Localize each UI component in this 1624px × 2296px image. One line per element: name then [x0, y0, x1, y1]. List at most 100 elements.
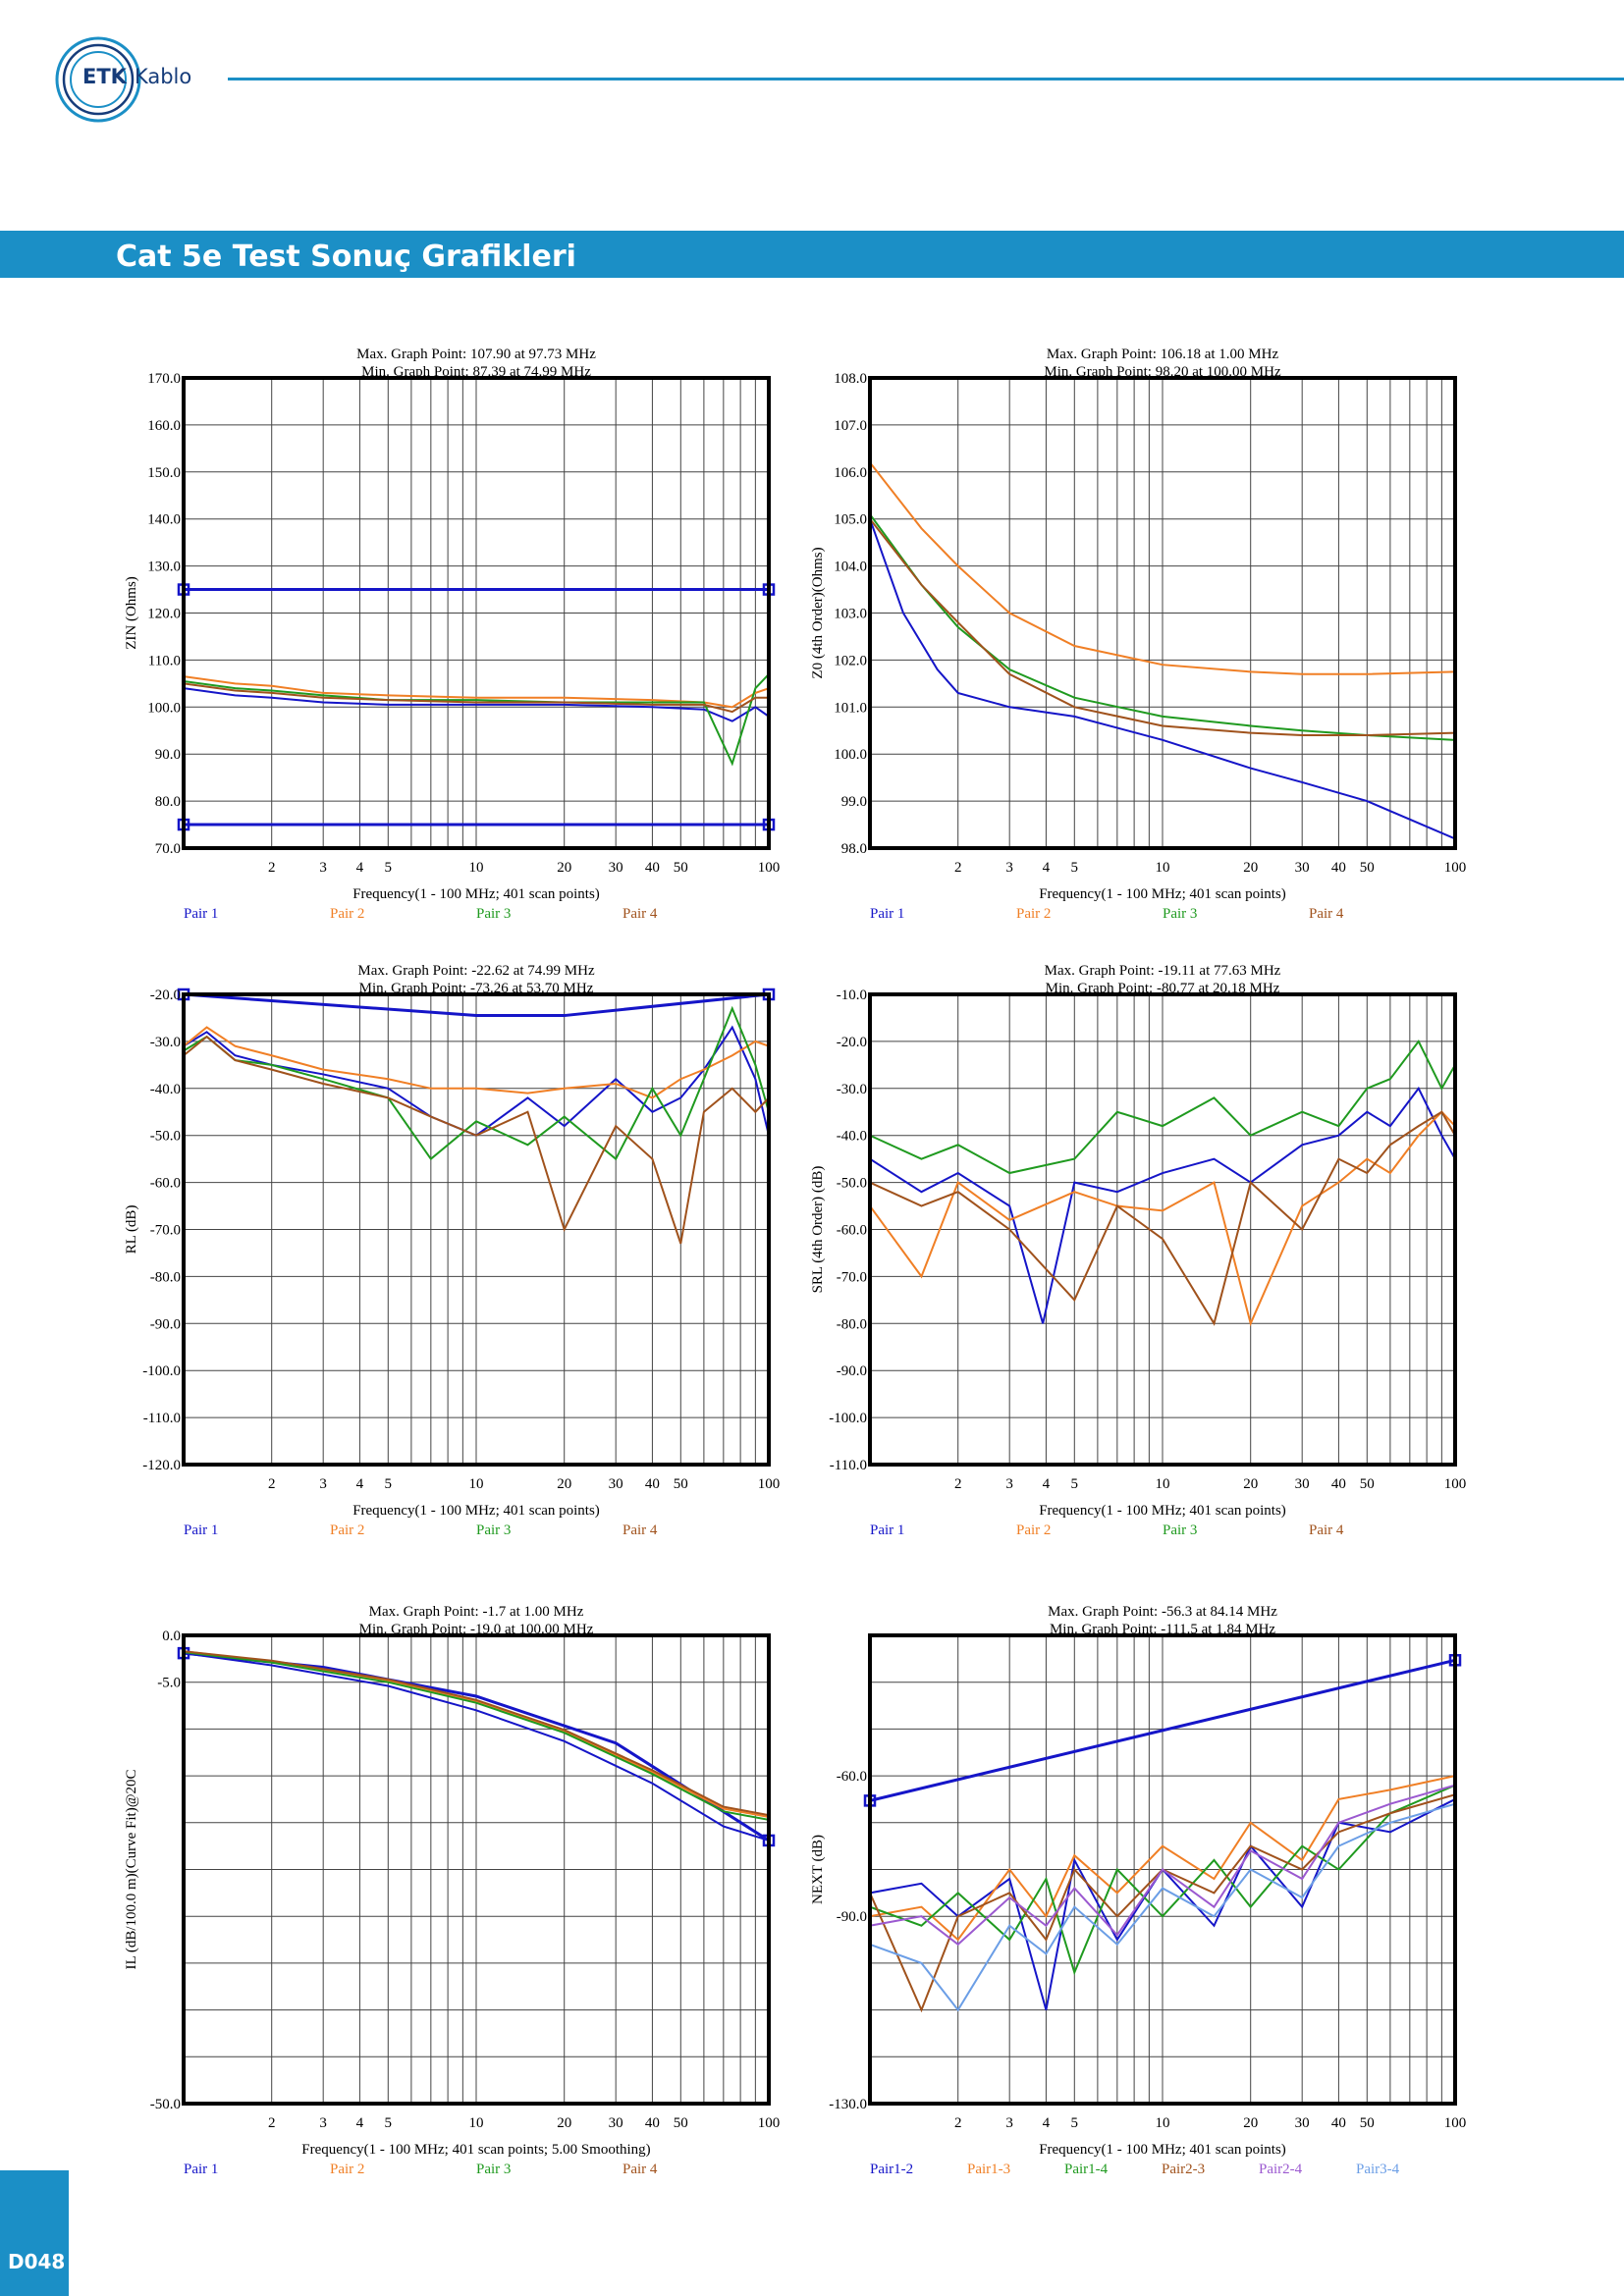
plot-frame: [182, 376, 771, 850]
series-line-pair-2: [184, 1026, 769, 1099]
x-tick-label: 30: [609, 1476, 623, 1492]
y-tick-label: -120.0: [142, 1458, 181, 1473]
chart-title: Max. Graph Point: -22.62 at 74.99 MHz: [357, 963, 595, 979]
x-tick-label: 10: [1156, 860, 1170, 876]
legend-item: Pair 1: [870, 906, 904, 922]
x-tick-label: 3: [1005, 2115, 1013, 2131]
brand-name: Kablo: [134, 65, 192, 88]
x-tick-label: 50: [674, 2115, 688, 2131]
y-axis-label: NEXT (dB): [810, 1835, 826, 1904]
x-tick-label: 20: [557, 1476, 571, 1492]
y-tick-label: 90.0: [155, 747, 181, 763]
x-tick-label: 20: [1243, 2115, 1258, 2131]
y-tick-label: 130.0: [147, 560, 181, 575]
x-tick-label: 5: [385, 1476, 393, 1492]
section-title: Cat 5e Test Sonuç Grafikleri: [116, 240, 576, 274]
chart-subtitle: Min. Graph Point: -73.26 at 53.70 MHz: [359, 981, 594, 996]
x-tick-label: 20: [1243, 860, 1258, 876]
x-tick-label: 10: [1156, 1476, 1170, 1492]
legend-item: Pair 4: [623, 2162, 658, 2177]
x-tick-label: 5: [1071, 2115, 1079, 2131]
chart-title: Max. Graph Point: -19.11 at 77.63 MHz: [1045, 963, 1281, 979]
chart-subtitle: Min. Graph Point: -111.5 at 1.84 MHz: [1050, 1622, 1275, 1637]
plot-frame: [868, 1633, 1457, 2106]
x-tick-label: 30: [1295, 1476, 1310, 1492]
x-axis-label: Frequency(1 - 100 MHz; 401 scan points): [1039, 1503, 1286, 1519]
x-tick-label: 20: [1243, 1476, 1258, 1492]
x-tick-label: 5: [385, 2115, 393, 2131]
x-tick-label: 2: [954, 2115, 962, 2131]
y-tick-label: -80.0: [837, 1316, 867, 1332]
y-tick-label: -30.0: [150, 1035, 181, 1050]
chart-subtitle: Min. Graph Point: 87.39 at 74.99 MHz: [361, 364, 591, 380]
etk-logo-icon: [55, 36, 141, 123]
series-line-pair-3: [870, 513, 1455, 741]
legend-item: Pair 3: [1163, 906, 1197, 922]
series-line-pair-4: [184, 1650, 769, 1817]
y-axis-label: Z0 (4th Order)(Ohms): [810, 547, 826, 678]
x-tick-label: 2: [268, 860, 276, 876]
x-tick-label: 20: [557, 2115, 571, 2131]
y-tick-label: 104.0: [834, 560, 867, 575]
x-tick-label: 3: [1005, 1476, 1013, 1492]
y-tick-label: 70.0: [155, 841, 181, 857]
legend-item: Pair 2: [330, 906, 364, 922]
y-axis-label: RL (dB): [124, 1205, 139, 1255]
x-tick-label: 2: [268, 1476, 276, 1492]
limit-line: [869, 1658, 1456, 1802]
x-tick-label: 2: [268, 2115, 276, 2131]
y-tick-label: 108.0: [834, 371, 867, 387]
series-line-pair-3: [870, 1040, 1455, 1175]
y-tick-label: 170.0: [147, 371, 181, 387]
x-tick-label: 100: [1444, 1476, 1467, 1492]
y-tick-label: 100.0: [834, 747, 867, 763]
legend-item: Pair 1: [184, 1522, 218, 1538]
y-tick-label: 160.0: [147, 418, 181, 434]
y-tick-label: 102.0: [834, 653, 867, 668]
brand-logo-text: ETK Kablo: [82, 65, 191, 88]
x-tick-label: 3: [319, 1476, 327, 1492]
x-axis-label: Frequency(1 - 100 MHz; 401 scan points; …: [301, 2142, 650, 2158]
x-tick-label: 10: [1156, 2115, 1170, 2131]
x-axis-label: Frequency(1 - 100 MHz; 401 scan points): [1039, 886, 1286, 902]
y-tick-label: 80.0: [155, 794, 181, 810]
legend-item: Pair1-4: [1064, 2162, 1109, 2177]
x-tick-label: 30: [1295, 860, 1310, 876]
y-tick-label: -60.0: [837, 1223, 867, 1239]
x-tick-label: 5: [1071, 1476, 1079, 1492]
y-tick-label: -60.0: [150, 1176, 181, 1192]
y-tick-label: -20.0: [837, 1035, 867, 1050]
page-number-box: [0, 2170, 69, 2296]
series-line-pair-3: [184, 1651, 769, 1821]
series-line-pair-2: [870, 461, 1455, 675]
series-line-pair-4: [870, 1110, 1455, 1326]
y-tick-label: -100.0: [142, 1363, 181, 1379]
plot-frame: [868, 992, 1457, 1467]
y-tick-label: -10.0: [837, 988, 867, 1003]
chart-subtitle: Min. Graph Point: 98.20 at 100.00 MHz: [1044, 364, 1281, 380]
x-tick-label: 4: [1043, 1476, 1051, 1492]
x-tick-label: 30: [609, 860, 623, 876]
series-line-pair1-2: [870, 1798, 1455, 2010]
series-line-pair2-4: [870, 1784, 1455, 1947]
x-tick-label: 10: [469, 1476, 484, 1492]
y-tick-label: 106.0: [834, 465, 867, 481]
x-tick-label: 4: [356, 2115, 364, 2131]
y-tick-label: 110.0: [148, 653, 181, 668]
x-tick-label: 2: [954, 1476, 962, 1492]
y-tick-label: 101.0: [834, 700, 867, 716]
y-tick-label: -30.0: [837, 1082, 867, 1097]
legend-item: Pair3-4: [1356, 2162, 1400, 2177]
x-tick-label: 40: [645, 860, 660, 876]
x-tick-label: 4: [1043, 2115, 1051, 2131]
series-line-pair2-3: [870, 1793, 1455, 2013]
y-tick-label: -50.0: [150, 2097, 181, 2112]
x-tick-label: 5: [1071, 860, 1079, 876]
legend-item: Pair 2: [330, 2162, 364, 2177]
x-tick-label: 30: [1295, 2115, 1310, 2131]
legend-item: Pair 2: [1016, 906, 1051, 922]
chart-subtitle: Min. Graph Point: -19.0 at 100.00 MHz: [359, 1622, 594, 1637]
series-line-pair-1: [184, 1652, 769, 1842]
y-tick-label: -110.0: [143, 1411, 181, 1426]
